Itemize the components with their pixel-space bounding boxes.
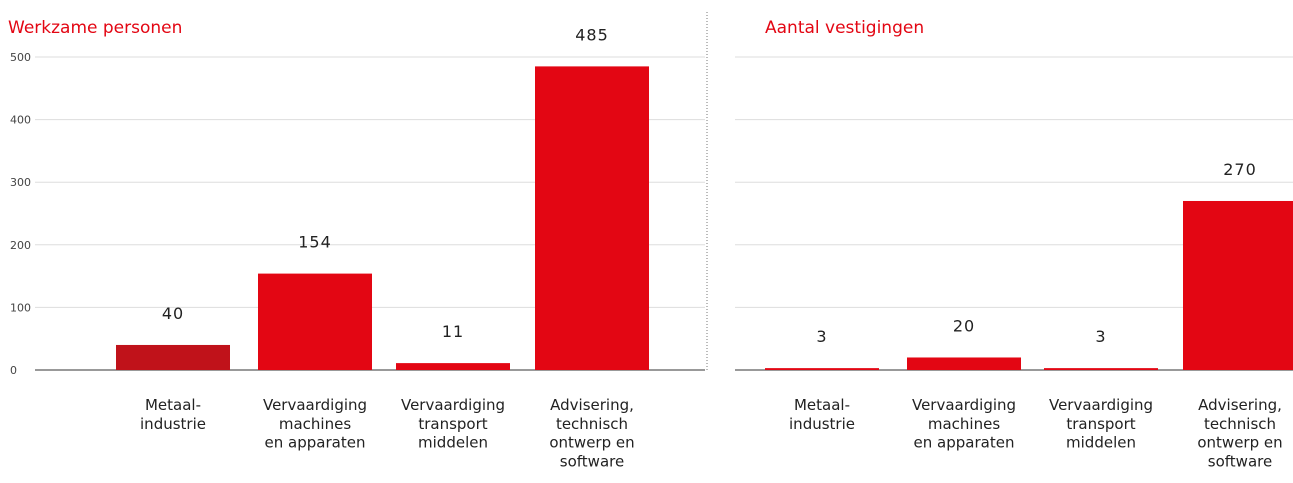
bar	[535, 66, 649, 370]
value-label: 154	[298, 233, 332, 252]
y-tick-label: 200	[10, 239, 31, 252]
x-tick-label: Vervaardiging machines en apparaten	[912, 396, 1016, 452]
chart-title: Aantal vestigingen	[765, 18, 924, 38]
bar	[116, 344, 230, 370]
bar	[258, 273, 372, 370]
bar	[907, 357, 1021, 370]
x-tick-label: Metaal-industrie	[789, 396, 855, 433]
chart-title: Werkzame personen	[8, 18, 182, 38]
x-tick-label: Advisering, technisch ontwerp en software	[1197, 396, 1282, 470]
value-label: 20	[953, 316, 975, 335]
y-tick-label: 400	[10, 114, 31, 127]
y-tick-label: 500	[10, 51, 31, 64]
value-label: 485	[575, 25, 609, 44]
x-tick-label: Advisering, technisch ontwerp en software	[549, 396, 634, 470]
value-label: 3	[1095, 327, 1106, 346]
x-tick-label: Vervaardiging transport middelen	[1049, 396, 1153, 452]
x-tick-label: Vervaardiging transport middelen	[401, 396, 505, 452]
bar	[396, 363, 510, 370]
bar	[1044, 368, 1158, 370]
y-tick-label: 300	[10, 176, 31, 189]
y-tick-label: 0	[10, 364, 17, 377]
x-tick-label: Metaal-industrie	[140, 396, 206, 433]
value-label: 3	[816, 327, 827, 346]
value-label: 40	[162, 304, 184, 323]
x-tick-label: Vervaardiging machines en apparaten	[263, 396, 367, 452]
value-label: 270	[1223, 160, 1257, 179]
value-label: 11	[442, 322, 464, 341]
y-tick-label: 100	[10, 301, 31, 314]
bar	[765, 368, 879, 370]
bar	[1183, 200, 1293, 370]
